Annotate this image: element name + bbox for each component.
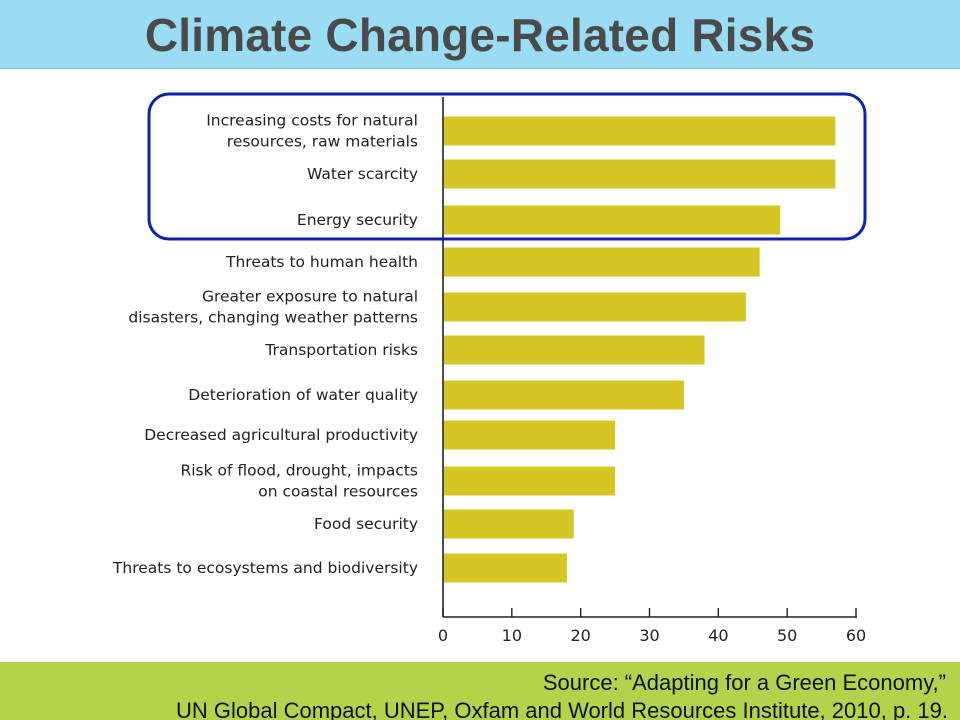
bar-6 [444, 335, 705, 365]
bar-3 [444, 205, 781, 235]
x-tick-label-60: 60 [846, 626, 866, 645]
source-citation-line-1: Source: “Adapting for a Green Economy,” [542, 670, 946, 695]
bar-2 [444, 159, 836, 189]
x-tick-label-40: 40 [708, 626, 728, 645]
bar-8 [444, 420, 616, 450]
category-label-8: Decreased agricultural productivity [144, 426, 418, 444]
x-tick-label-0: 0 [438, 626, 448, 645]
highlight-outline [147, 92, 867, 241]
bar-5 [444, 292, 746, 322]
x-tick-label-50: 50 [777, 626, 797, 645]
category-label-5: Greater exposure to natural disasters, ch… [128, 288, 418, 327]
bar-10 [444, 509, 574, 539]
page-title: Climate Change-Related Risks [144, 9, 816, 61]
category-label-2: Water scarcity [307, 165, 418, 183]
bar-7 [444, 380, 684, 410]
category-label-11: Threats to ecosystems and biodiversity [112, 559, 418, 577]
category-label-9: Risk of flood, drought, impacts on coasta… [180, 462, 418, 501]
title-bar: Climate Change-Related Risks [0, 0, 960, 69]
category-label-1: Increasing costs for natural resources, r… [206, 112, 418, 151]
x-tick-label-30: 30 [639, 626, 659, 645]
category-label-10: Food security [314, 515, 418, 533]
category-label-3: Energy security [297, 211, 418, 229]
bar-1 [444, 116, 836, 146]
source-citation-line-2: UN Global Compact, UNEP, Oxfam and World… [176, 698, 948, 720]
bar-11 [444, 553, 567, 583]
bar-4 [444, 247, 760, 277]
bar-9 [444, 466, 616, 496]
x-tick-label-20: 20 [570, 626, 590, 645]
category-label-7: Deterioration of water quality [188, 386, 418, 404]
x-tick-label-10: 10 [502, 626, 522, 645]
category-label-6: Transportation risks [264, 341, 418, 359]
bar-chart: Increasing costs for natural resources, r… [112, 92, 867, 645]
source-footer: Source: “Adapting for a Green Economy,” … [0, 662, 960, 720]
category-label-4: Threats to human health [225, 253, 418, 271]
